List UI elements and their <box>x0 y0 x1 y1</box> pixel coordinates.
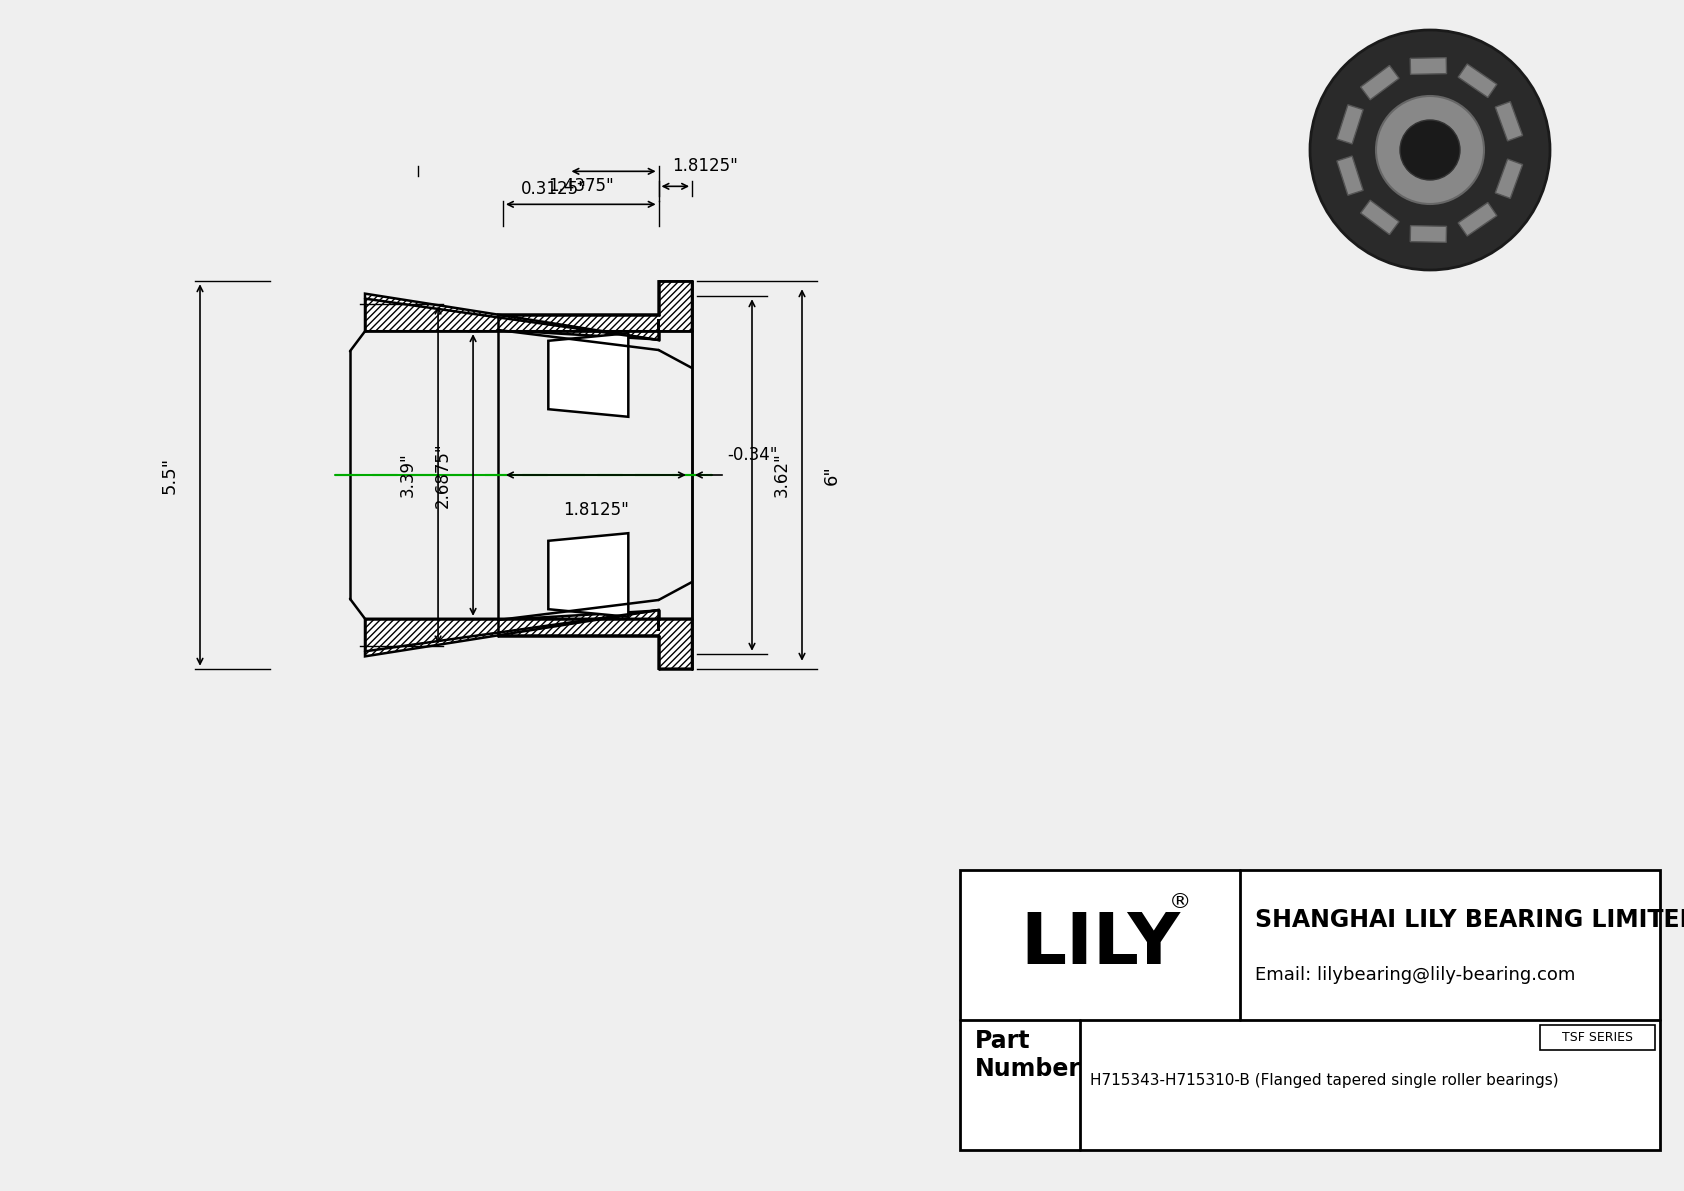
Text: 1.8125": 1.8125" <box>562 501 628 519</box>
Polygon shape <box>498 611 692 668</box>
Bar <box>1410 57 1447 74</box>
Polygon shape <box>1539 1025 1655 1050</box>
Text: SHANGHAI LILY BEARING LIMITED: SHANGHAI LILY BEARING LIMITED <box>1255 908 1684 933</box>
Bar <box>1361 200 1399 235</box>
Bar <box>1495 160 1522 199</box>
Text: 1.8125": 1.8125" <box>672 157 738 175</box>
Bar <box>1495 101 1522 141</box>
Circle shape <box>1399 120 1460 180</box>
Polygon shape <box>549 333 628 417</box>
Text: 1.4375": 1.4375" <box>547 177 613 195</box>
Circle shape <box>1310 30 1549 270</box>
Bar <box>1337 105 1362 144</box>
Text: 3.39": 3.39" <box>399 453 418 498</box>
Text: -0.34": -0.34" <box>727 445 778 464</box>
Text: TSF SERIES: TSF SERIES <box>1563 1031 1633 1045</box>
Text: 0.3125": 0.3125" <box>520 180 586 199</box>
Text: LILY: LILY <box>1021 910 1180 979</box>
Text: H715343-H715310-B (Flanged tapered single roller bearings): H715343-H715310-B (Flanged tapered singl… <box>1090 1073 1559 1087</box>
Bar <box>1337 156 1362 195</box>
Polygon shape <box>549 534 628 617</box>
Polygon shape <box>365 610 658 656</box>
Bar <box>1410 225 1447 242</box>
Text: 3.62": 3.62" <box>773 453 791 498</box>
Circle shape <box>1376 96 1484 204</box>
Text: ®: ® <box>1169 892 1191 912</box>
Bar <box>1361 66 1399 100</box>
Polygon shape <box>365 294 658 339</box>
Text: 2.6875": 2.6875" <box>434 442 451 507</box>
Polygon shape <box>960 869 1660 1151</box>
Bar <box>1458 202 1497 236</box>
Text: Email: lilybearing@lily-bearing.com: Email: lilybearing@lily-bearing.com <box>1255 966 1575 984</box>
Text: 5.5": 5.5" <box>162 456 179 493</box>
Polygon shape <box>498 281 692 339</box>
Text: Part
Number: Part Number <box>975 1029 1081 1081</box>
Bar <box>1458 64 1497 98</box>
Text: 6": 6" <box>823 466 840 485</box>
